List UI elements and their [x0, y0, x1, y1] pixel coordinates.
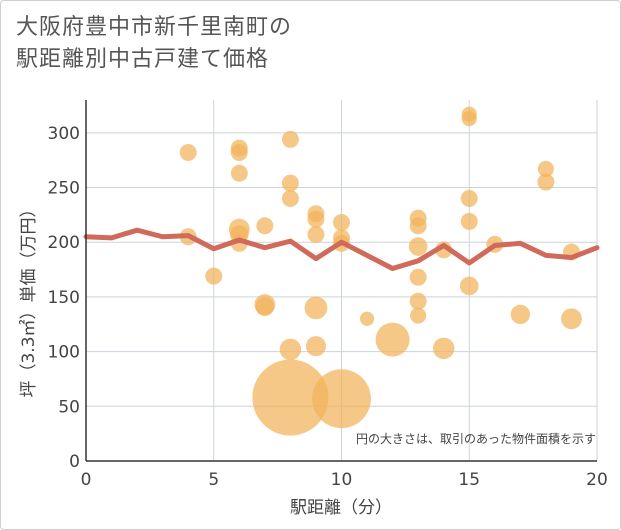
scatter-point [359, 311, 375, 326]
scatter-point [281, 130, 299, 148]
axes [85, 100, 597, 462]
scatter-point [281, 189, 299, 207]
scatter-point [305, 336, 327, 357]
y-tick-label: 50 [58, 397, 80, 417]
scatter-point [460, 189, 478, 207]
scatter-point [312, 369, 371, 429]
trend-line [83, 227, 600, 271]
scatter-point [537, 160, 554, 177]
x-tick-label: 15 [458, 470, 480, 490]
scatter-point [307, 226, 325, 244]
chart-title-line-2: 駅距離別中古戸建て価格 [16, 47, 270, 72]
scatter-point [333, 214, 350, 232]
scatter-point [409, 217, 427, 235]
scatter-point [432, 337, 455, 360]
scatter-point [561, 308, 582, 330]
x-tick-label: 5 [208, 470, 219, 490]
x-axis-label: 駅距離（分） [290, 498, 392, 518]
scatter-point [460, 212, 478, 230]
scatter-point [510, 304, 531, 325]
scatter-point [409, 292, 427, 310]
y-tick-label: 250 [48, 179, 80, 199]
x-tick-label: 0 [81, 470, 92, 490]
scatter-point [279, 338, 302, 361]
chart-title: 大阪府豊中市新千里南町の 駅距離別中古戸建て価格 [16, 12, 292, 76]
scatter-point [537, 173, 555, 191]
scatter-point [408, 237, 428, 256]
x-tick-labels: 0 5 10 15 20 [81, 470, 608, 490]
y-axis-label: 坪（3.3㎡）単価（万円） [19, 200, 39, 397]
scatter-point [304, 296, 328, 320]
y-tick-label: 300 [48, 124, 80, 144]
scatter-point [459, 276, 479, 296]
scatter-point [179, 144, 197, 162]
scatter-point [252, 359, 329, 436]
scatter-point [256, 217, 274, 235]
y-tick-label: 0 [69, 452, 80, 472]
scatter-point [410, 307, 427, 324]
scatter-point [230, 164, 248, 182]
x-tick-label: 10 [331, 470, 353, 490]
y-tick-labels: 0 50 100 150 200 250 300 [48, 124, 80, 472]
scatter-point [307, 210, 325, 228]
chart-title-line-1: 大阪府豊中市新千里南町の [16, 15, 293, 40]
y-tick-label: 150 [48, 288, 80, 308]
x-tick-label: 20 [586, 470, 608, 490]
scatter-point [375, 322, 410, 357]
y-tick-label: 100 [48, 343, 80, 363]
bubble-layer [179, 106, 582, 436]
scatter-point [230, 144, 248, 162]
scatter-point [255, 297, 275, 317]
scatter-point [205, 267, 223, 285]
scatter-point [409, 268, 427, 286]
scatter-point [461, 110, 477, 127]
y-tick-label: 200 [48, 233, 80, 253]
size-note: 円の大きさは、取引のあった物件面積を示す [356, 431, 596, 446]
scatter-point [281, 174, 299, 192]
